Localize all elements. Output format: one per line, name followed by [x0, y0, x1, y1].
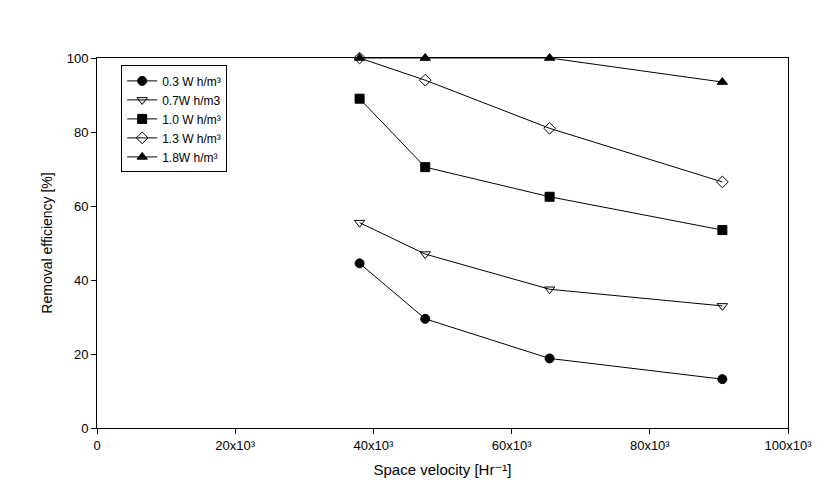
- svg-text:40: 40: [74, 273, 88, 288]
- svg-text:Removal efficiency [%]: Removal efficiency [%]: [39, 172, 55, 313]
- svg-text:0: 0: [93, 438, 100, 453]
- svg-text:0.7W h/m3: 0.7W h/m3: [162, 94, 220, 108]
- svg-text:1.8W h/m³: 1.8W h/m³: [162, 151, 217, 165]
- svg-text:0.3 W h/m³: 0.3 W h/m³: [162, 75, 221, 89]
- svg-text:20x10³: 20x10³: [215, 438, 255, 453]
- svg-text:80x10³: 80x10³: [630, 438, 670, 453]
- svg-text:1.3 W h/m³: 1.3 W h/m³: [162, 132, 221, 146]
- svg-text:20: 20: [74, 347, 88, 362]
- svg-text:100: 100: [67, 51, 89, 66]
- svg-text:80: 80: [74, 125, 88, 140]
- svg-text:1.0 W h/m³: 1.0 W h/m³: [162, 113, 221, 127]
- svg-text:0: 0: [81, 421, 88, 436]
- svg-text:40x10³: 40x10³: [354, 438, 394, 453]
- svg-text:60x10³: 60x10³: [492, 438, 532, 453]
- svg-text:Space velocity [Hr⁻¹]: Space velocity [Hr⁻¹]: [374, 461, 512, 478]
- svg-text:100x10³: 100x10³: [765, 438, 813, 453]
- svg-text:60: 60: [74, 199, 88, 214]
